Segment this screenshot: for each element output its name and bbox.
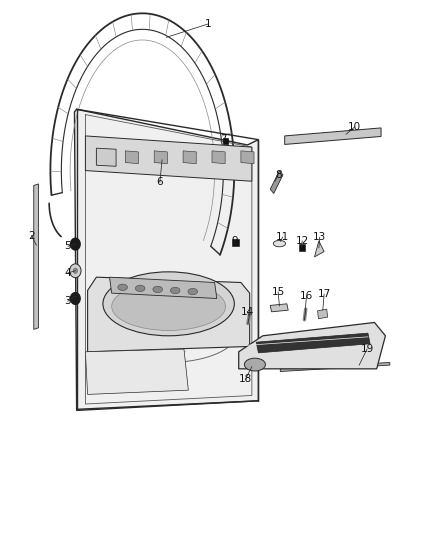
Text: 14: 14: [241, 307, 254, 317]
Polygon shape: [154, 151, 167, 164]
Text: 19: 19: [360, 344, 374, 354]
Ellipse shape: [112, 282, 226, 330]
Text: 15: 15: [272, 287, 285, 297]
Text: 7: 7: [220, 134, 227, 143]
Ellipse shape: [103, 272, 234, 336]
Polygon shape: [96, 151, 110, 164]
Circle shape: [73, 268, 78, 273]
Polygon shape: [85, 349, 188, 394]
Text: 17: 17: [318, 289, 331, 299]
Polygon shape: [299, 244, 305, 251]
Polygon shape: [318, 309, 328, 319]
Polygon shape: [270, 171, 283, 193]
Ellipse shape: [273, 240, 286, 247]
Circle shape: [71, 293, 80, 304]
Text: 3: 3: [64, 296, 71, 306]
Text: 5: 5: [64, 241, 71, 251]
Circle shape: [71, 238, 80, 250]
Polygon shape: [88, 277, 250, 352]
Ellipse shape: [118, 284, 127, 290]
Polygon shape: [183, 151, 196, 164]
Polygon shape: [74, 109, 258, 410]
Ellipse shape: [135, 285, 145, 292]
Text: 1: 1: [205, 19, 212, 29]
Text: 18: 18: [239, 375, 252, 384]
Text: 10: 10: [348, 122, 361, 132]
Polygon shape: [239, 322, 385, 369]
Polygon shape: [212, 151, 225, 164]
Polygon shape: [85, 136, 252, 181]
Text: 13: 13: [313, 232, 326, 242]
Ellipse shape: [153, 286, 162, 293]
Polygon shape: [223, 138, 228, 144]
Polygon shape: [314, 241, 324, 257]
Ellipse shape: [170, 287, 180, 294]
Polygon shape: [241, 151, 254, 164]
Text: 6: 6: [156, 177, 163, 187]
Ellipse shape: [244, 358, 265, 371]
Text: 9: 9: [231, 236, 238, 246]
Polygon shape: [34, 184, 39, 329]
Polygon shape: [285, 128, 381, 144]
Text: 8: 8: [275, 170, 282, 180]
Ellipse shape: [188, 288, 198, 295]
Circle shape: [70, 264, 81, 278]
Polygon shape: [256, 333, 370, 353]
Text: 4: 4: [64, 268, 71, 278]
Polygon shape: [96, 148, 116, 166]
Text: 2: 2: [28, 231, 35, 240]
Text: 12: 12: [296, 236, 309, 246]
Text: 16: 16: [300, 291, 313, 301]
Polygon shape: [280, 362, 390, 372]
Text: 11: 11: [276, 232, 289, 242]
Polygon shape: [125, 151, 138, 164]
Polygon shape: [270, 304, 288, 312]
Polygon shape: [232, 239, 239, 246]
Polygon shape: [110, 277, 217, 298]
